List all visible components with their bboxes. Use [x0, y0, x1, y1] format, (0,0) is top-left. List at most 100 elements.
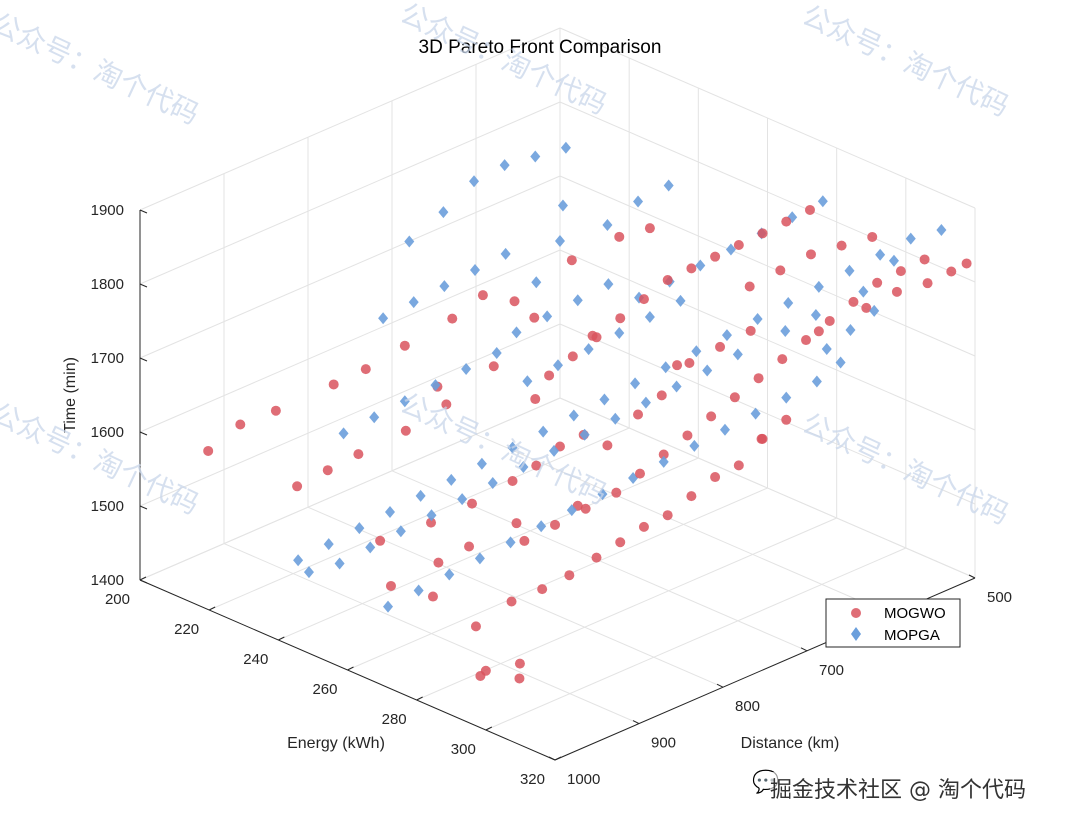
mogwo-point: [360, 364, 371, 375]
mogwo-point: [686, 491, 697, 502]
wall-grid-line: [559, 397, 976, 579]
mogwo-point: [470, 621, 481, 632]
mogwo-point: [922, 278, 933, 289]
mogwo-point: [872, 277, 883, 288]
mogwo-point: [328, 379, 339, 390]
mopga-point: [844, 264, 855, 277]
mopga-point: [470, 264, 480, 276]
mopga-point: [518, 460, 529, 473]
mopga-point: [334, 557, 345, 570]
mopga-point: [415, 489, 426, 502]
x-tick-label: 300: [451, 741, 476, 758]
wall-grid-line: [559, 175, 976, 357]
watermark-text: 公众号：淘个代码: [797, 0, 1014, 123]
floor-grid-line: [347, 487, 768, 671]
mogwo-point: [801, 335, 812, 346]
mogwo-point: [550, 519, 561, 530]
mogwo-point: [891, 286, 902, 297]
mogwo-point: [813, 326, 824, 337]
mopga-point: [457, 493, 468, 506]
mopga-point: [875, 248, 886, 261]
mopga-point: [557, 199, 568, 212]
z-tick-label: 1800: [91, 276, 124, 293]
mogwo-point: [427, 591, 438, 602]
mogwo-point: [614, 231, 625, 242]
floor-grid-line: [223, 543, 640, 725]
x-tick-label: 260: [312, 681, 337, 698]
mopga-point: [675, 294, 686, 307]
mogwo-point: [729, 392, 740, 403]
mopga-point: [579, 428, 590, 441]
mogwo-point: [531, 460, 542, 471]
x-tick-label: 280: [382, 711, 407, 728]
mogwo-point: [602, 440, 613, 451]
mogwo-point: [946, 266, 957, 277]
mopga-point: [507, 441, 518, 454]
mogwo-point: [433, 557, 444, 568]
mopga-point: [378, 312, 389, 325]
mopga-point: [323, 538, 334, 551]
y-tick-label: 1000: [567, 771, 600, 788]
y-tick-label: 500: [987, 589, 1012, 606]
z-tick-mark: [139, 357, 148, 362]
mogwo-point: [895, 266, 906, 277]
mopga-point: [721, 329, 732, 342]
mogwo-point: [781, 216, 792, 227]
mogwo-point: [591, 332, 602, 343]
mogwo-point: [506, 596, 517, 607]
mogwo-point: [745, 325, 756, 336]
x-tick-mark: [485, 726, 493, 731]
mopga-point: [781, 391, 792, 404]
mogwo-point: [235, 419, 246, 430]
z-tick-label: 1900: [91, 202, 124, 219]
tick-labels: 2002202402602803003205006007008009001000…: [91, 202, 1012, 788]
mogwo-point: [781, 414, 792, 425]
mopga-point: [531, 276, 542, 289]
mogwo-point: [464, 541, 475, 552]
z-tick-label: 1400: [91, 572, 124, 589]
mogwo-point: [662, 510, 673, 521]
mopga-point: [385, 506, 395, 518]
mogwo-point: [633, 409, 644, 420]
mopga-point: [566, 504, 577, 517]
mopga-point: [845, 323, 856, 336]
mogwo-point: [867, 231, 878, 242]
mopga-point: [905, 232, 916, 245]
mopga-point: [732, 348, 743, 361]
x-tick-mark: [278, 636, 285, 641]
z-tick-mark: [139, 505, 148, 510]
mopga-point: [553, 359, 563, 372]
mopga-point: [487, 477, 498, 490]
mogwo-point: [644, 223, 655, 234]
mopga-point: [811, 375, 822, 388]
mogwo-point: [775, 265, 786, 276]
mogwo-point: [836, 240, 847, 251]
y-axis-label: Distance (km): [741, 735, 840, 752]
mogwo-point: [615, 313, 626, 324]
y-tick-mark: [716, 683, 724, 688]
wall-grid-line: [559, 323, 976, 505]
legend-label-mopga: MOPGA: [884, 627, 940, 644]
mopga-point: [303, 566, 314, 579]
mopga-point: [383, 600, 394, 613]
mogwo-point: [662, 275, 673, 286]
mopga-point: [511, 326, 522, 339]
mogwo-point: [744, 281, 755, 292]
y-tick-mark: [632, 720, 640, 725]
mogwo-point: [507, 475, 518, 486]
mogwo-point: [529, 312, 540, 323]
mopga-point: [691, 345, 702, 358]
mogwo-point: [353, 449, 364, 460]
mopga-point: [813, 280, 824, 293]
mopga-point: [888, 254, 899, 267]
mogwo-point: [686, 263, 697, 274]
legend-marker-mopga: [851, 627, 861, 641]
mopga-point: [614, 327, 625, 340]
legend-box: [825, 598, 961, 648]
watermark-layer: 公众号：淘个代码 公众号：淘个代码 公众号：淘个代码 公众号：淘个代码 公众号：…: [0, 0, 1014, 531]
z-tick-mark: [139, 209, 148, 214]
mogwo-point: [488, 361, 499, 372]
z-axis-label: Time (min): [62, 357, 79, 433]
z-tick-label: 1700: [91, 350, 124, 367]
mopga-point: [399, 395, 410, 408]
